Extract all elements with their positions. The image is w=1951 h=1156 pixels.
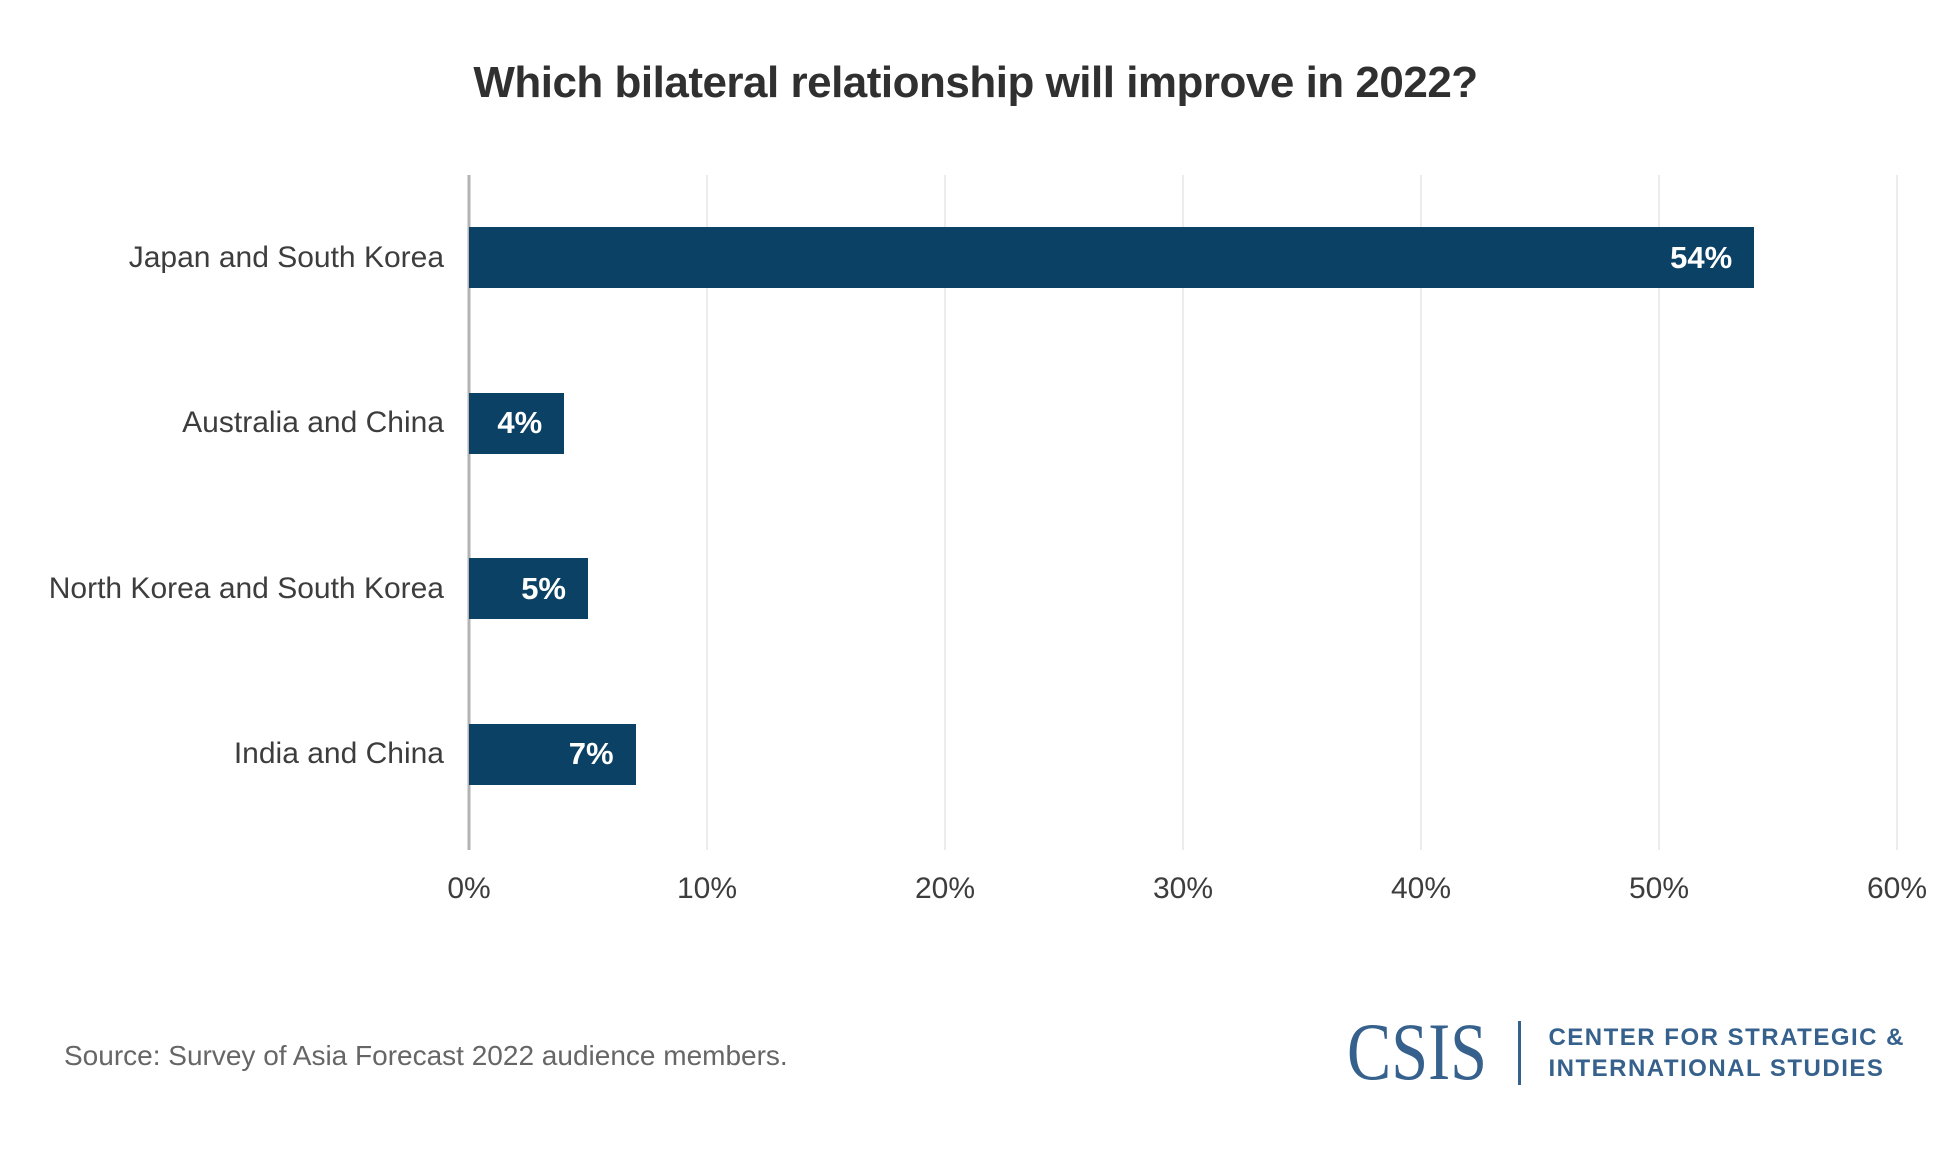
chart-title: Which bilateral relationship will improv… (473, 58, 1478, 107)
source-note: Source: Survey of Asia Forecast 2022 aud… (64, 1040, 788, 1071)
bar-value-label: 7% (568, 736, 614, 772)
logo-divider-line (1518, 1021, 1522, 1085)
category-label: Australia and China (182, 406, 444, 440)
zero-axis-line (467, 175, 471, 850)
logo-org-name-line1: CENTER FOR STRATEGIC & (1548, 1024, 1905, 1051)
vertical-gridline (1658, 175, 1660, 850)
bar-row: North Korea and South Korea 5% (49, 506, 1897, 672)
logo-org-name: CENTER FOR STRATEGIC & INTERNATIONAL STU… (1548, 1022, 1905, 1084)
x-tick-label: 40% (1390, 872, 1452, 905)
bar-chart-plot: Japan and South Korea 54% Australia and Ch… (49, 175, 1898, 850)
x-axis: 0% 10% 20% 30% 40% 50% 60% (447, 872, 1927, 914)
vertical-gridline (1182, 175, 1184, 850)
vertical-gridline (1420, 175, 1422, 850)
bar: 4% (469, 392, 565, 454)
vertical-gridline (706, 175, 708, 850)
category-label: Japan and South Korea (128, 240, 444, 274)
bar-row: Australia and China 4% (182, 341, 1897, 507)
bar-row: Japan and South Korea 54% (129, 175, 1897, 341)
category-label: India and China (233, 737, 444, 771)
bar-row: India and China 7% (234, 672, 1897, 838)
csis-wordmark-text: CSIS (1347, 1020, 1487, 1086)
bar-value-label: 54% (1670, 239, 1733, 275)
bar: 7% (469, 723, 636, 785)
bar-rows-layer: Japan and South Korea 54% Australia and Ch… (49, 175, 1897, 838)
vertical-gridline (1896, 175, 1898, 850)
x-tick-label: 10% (676, 872, 738, 905)
x-tick-label: 30% (1152, 872, 1214, 905)
bar-value-label: 5% (521, 570, 566, 606)
csis-wordmark: CSIS (1347, 1020, 1487, 1086)
vertical-gridline (944, 175, 946, 850)
bar: 54% (469, 227, 1755, 289)
csis-logo: CSIS CENTER FOR STRATEGIC & INTERNATIONA… (1347, 1012, 1905, 1094)
bar-value-label: 4% (497, 405, 543, 441)
logo-org-name-line2: INTERNATIONAL STUDIES (1548, 1055, 1885, 1082)
bar: 5% (469, 558, 588, 620)
x-tick-label: 60% (1866, 872, 1928, 905)
x-tick-label: 20% (914, 872, 976, 905)
x-tick-label: 0% (447, 872, 491, 905)
x-tick-label: 50% (1628, 872, 1690, 905)
category-label: North Korea and South Korea (48, 571, 444, 605)
